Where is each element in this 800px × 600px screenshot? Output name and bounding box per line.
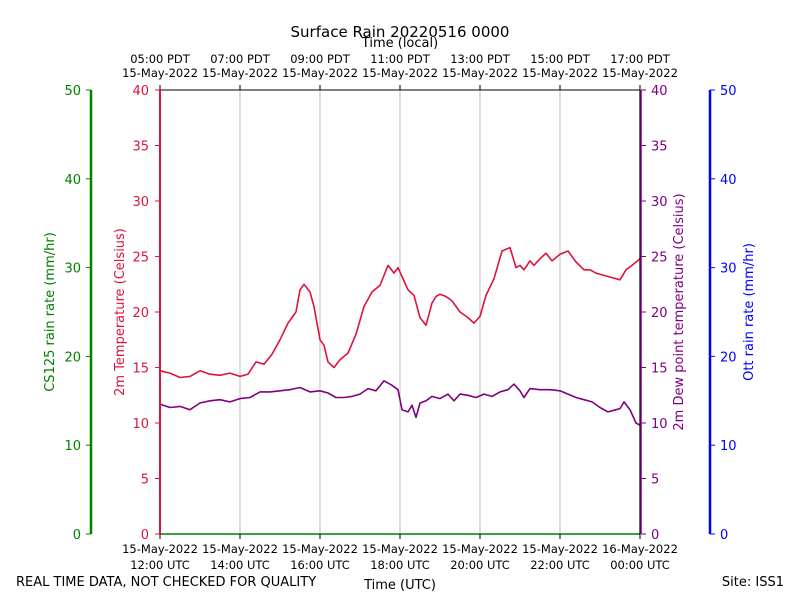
top-tick-label-date: 15-May-2022 [362,66,438,80]
dew-tick-label: 0 [651,528,659,543]
x-tick-label-time: 16:00 UTC [290,558,350,572]
x-tick-label-date: 15-May-2022 [122,542,198,556]
ott-tick-label: 30 [720,262,737,277]
temperature-axis-label: 2m Temperature (Celsius) [113,228,128,396]
top-tick-label-date: 15-May-2022 [282,66,358,80]
cs125-axis-label: CS125 rain rate (mm/hr) [43,232,58,392]
x-tick-label-date: 15-May-2022 [202,542,278,556]
x-tick-label-time: 00:00 UTC [610,558,670,572]
x-tick-label-time: 12:00 UTC [130,558,190,572]
temp-tick-label: 40 [132,84,149,99]
dew-tick-label: 40 [651,84,668,99]
top-tick-label-date: 15-May-2022 [442,66,518,80]
top-tick-label-time: 05:00 PDT [130,52,191,66]
top-tick-label-time: 09:00 PDT [290,52,351,66]
cs125-tick-label: 10 [64,439,81,454]
x-tick-label-date: 15-May-2022 [282,542,358,556]
ott-tick-label: 0 [720,528,728,543]
top-tick-label-date: 15-May-2022 [522,66,598,80]
temp-tick-label: 15 [132,362,149,377]
dewpoint-axis-label: 2m Dew point temperature (Celsius) [672,193,687,430]
top-tick-label-time: 13:00 PDT [450,52,511,66]
x-tick-label-date: 15-May-2022 [522,542,598,556]
cs125-tick-label: 40 [64,173,81,188]
cs125-tick-label: 20 [64,350,81,365]
site-label: Site: ISS1 [721,575,784,590]
top-tick-label-time: 17:00 PDT [610,52,671,66]
top-tick-label-date: 15-May-2022 [202,66,278,80]
dew-tick-label: 10 [651,417,668,432]
temp-tick-label: 20 [132,306,149,321]
ott-tick-label: 20 [720,350,737,365]
series-layer [159,246,641,426]
cs125-tick-label: 30 [64,262,81,277]
gridlines [239,90,561,534]
temp-tick-label: 25 [132,251,149,266]
x-tick-label-time: 14:00 UTC [210,558,270,572]
x-tick-label-time: 18:00 UTC [370,558,430,572]
dew-tick-label: 30 [651,195,668,210]
dewpoint-line [159,379,641,426]
dew-tick-label: 35 [651,140,668,155]
top-tick-label-date: 15-May-2022 [602,66,678,80]
x-tick-label-date: 15-May-2022 [442,542,518,556]
top-tick-label-time: 11:00 PDT [370,52,431,66]
quality-disclaimer: REAL TIME DATA, NOT CHECKED FOR QUALITY [16,575,317,590]
dew-tick-label: 25 [651,251,668,266]
ott-tick-label: 40 [720,173,737,188]
x-tick-label-date: 16-May-2022 [602,542,678,556]
x-tick-label-time: 22:00 UTC [530,558,590,572]
top-axis-label: Time (local) [361,36,438,51]
top-tick-label-date: 15-May-2022 [122,66,198,80]
top-tick-label-time: 15:00 PDT [530,52,591,66]
cs125-tick-label: 0 [73,528,81,543]
top-tick-label-time: 07:00 PDT [210,52,271,66]
dew-tick-label: 15 [651,362,668,377]
cs125-tick-label: 50 [64,84,81,99]
x-tick-label-date: 15-May-2022 [362,542,438,556]
chart-title: Surface Rain 20220516 0000 [291,23,510,41]
dew-tick-label: 5 [651,473,659,488]
ott-tick-label: 50 [720,84,737,99]
temp-tick-label: 30 [132,195,149,210]
dew-tick-label: 20 [651,306,668,321]
temp-tick-label: 0 [141,528,149,543]
ott-axis-label: Ott rain rate (mm/hr) [742,243,757,381]
ticks-layer: 0 10 20 30 40 50 0 5 10 15 20 25 30 35 40 0 5 10 15 20 25 30 3… [64,52,736,572]
axes-layer [89,89,712,535]
temp-tick-label: 5 [141,473,149,488]
temperature-line [159,246,641,379]
temp-tick-label: 10 [132,417,149,432]
ott-tick-label: 10 [720,439,737,454]
x-tick-label-time: 20:00 UTC [450,558,510,572]
x-axis-label: Time (UTC) [363,578,436,593]
temp-tick-label: 35 [132,140,149,155]
